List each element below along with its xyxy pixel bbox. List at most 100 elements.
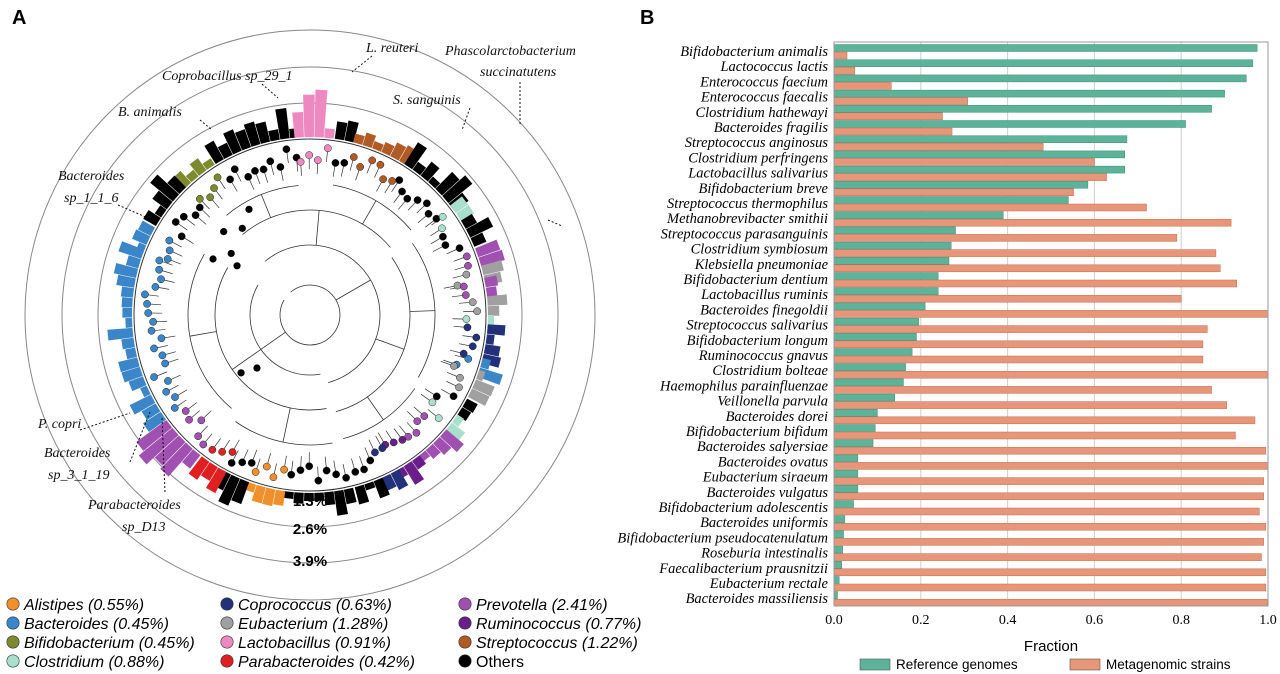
bar-metagenomic [833,386,1212,394]
abundance-bar [334,489,348,516]
tip-dot [456,373,464,382]
bar-metagenomic [833,294,1182,303]
inner-node [237,369,245,377]
tip-dot [461,291,470,299]
abundance-bar [460,213,477,229]
tip-dot [438,224,446,233]
tip-dot [171,393,179,401]
bar-metagenomic [833,279,1238,288]
tip-dot [280,465,288,474]
tree-arc [187,253,232,409]
tip-dot [432,392,441,401]
tree-arc [249,284,321,376]
tip-dot [259,165,268,174]
tip-dot [462,315,471,323]
category-label: Haemophilus parainfluenzae [659,378,829,394]
tip-dot [424,209,433,218]
abundance-bar [484,275,499,288]
bar-metagenomic [833,218,1232,227]
tree-abundance-bars [107,89,508,516]
abundance-bar [390,142,407,161]
plot-frame [833,41,1269,607]
abundance-bar [373,477,390,499]
category-label: Enterococcus faecalis [700,90,828,106]
tip-dot [322,466,331,475]
tip-dot [195,195,204,203]
tip-dot [413,196,422,204]
inner-node [238,224,246,232]
bar-reference [833,196,1069,204]
tip-dot [305,462,314,471]
bar-metagenomic [833,583,1267,592]
bar-reference [833,576,840,584]
category-label: Eubacterium rectale [709,576,829,592]
x-axis-label: Fraction [1024,638,1078,655]
tip-dot [195,203,204,212]
tip-dot [157,275,165,284]
abundance-bar [172,170,191,190]
category-label: Bifidobacterium breve [698,181,828,197]
tip-dot [462,270,471,279]
bar-metagenomic [833,203,1147,212]
category-label: Streptococcus thermophilus [667,196,828,212]
x-tick-label: 0.2 [912,613,930,628]
bar-reference [833,150,1126,159]
abundance-bar [125,317,133,328]
ring-2-6 [61,66,559,564]
category-label: Eubacterium siraeum [702,470,828,486]
bar-reference [833,302,926,311]
tree-tip-dots [141,144,482,485]
abundance-bar [223,129,242,155]
category-label: Clostridium symbiosum [691,242,828,258]
tip-dot [251,468,260,476]
category-label: Bacteroides finegoldii [700,302,828,318]
bar-metagenomic [833,568,1267,577]
abundance-bar [440,429,464,453]
category-label: Bifidobacterium adolescentis [658,500,828,516]
tip-dot [323,144,332,153]
abundance-bar [200,462,218,481]
tip-dot [197,416,206,425]
x-tick-label: 1.0 [1259,613,1277,628]
bar-reference [833,545,843,554]
tip-dot [453,281,462,290]
tree-radial [231,349,262,370]
abundance-bar [467,388,490,406]
abundance-bar [404,142,427,170]
abundance-bar [381,473,397,491]
tip-dot [463,323,472,332]
abundance-bar [324,128,335,139]
tip-dot [162,387,171,396]
tip-dot [191,211,200,219]
annot-bacteroides-sp116-1: Bacteroides [58,169,125,184]
bar-metagenomic [833,477,1264,485]
tip-dot [282,145,291,154]
tip-dot [262,462,271,471]
abundance-bar [478,249,505,267]
tip-dot [244,172,253,181]
annot-bacteroides-sp3119-2: sp_3_1_19 [48,468,109,483]
abundance-bar [372,141,384,152]
bar-reference [833,378,904,387]
x-tick-label: 0.6 [1086,613,1104,628]
tip-dot [247,459,256,467]
abundance-bar [420,161,440,182]
category-label: Bacteroides fragilis [714,120,829,136]
panel-a-letter: A [12,7,26,29]
tip-dot [179,212,188,221]
tip-dot [464,355,473,363]
tip-dot [228,448,237,456]
tip-dot [218,448,226,456]
abundance-bar [462,398,478,413]
tip-dot [473,307,482,316]
tip-dot [413,417,422,426]
abundance-bar [107,327,134,341]
category-label: Bifidobacterium longum [687,333,828,349]
legend-a-label: Ruminococcus (0.77%) [476,616,641,633]
bar-metagenomic [833,355,1204,364]
annot-phascolarctobacterium-1: Phascolarctobacterium [444,44,576,59]
tip-dot [459,349,468,358]
abundance-bar [182,449,201,469]
inner-node [253,364,261,372]
